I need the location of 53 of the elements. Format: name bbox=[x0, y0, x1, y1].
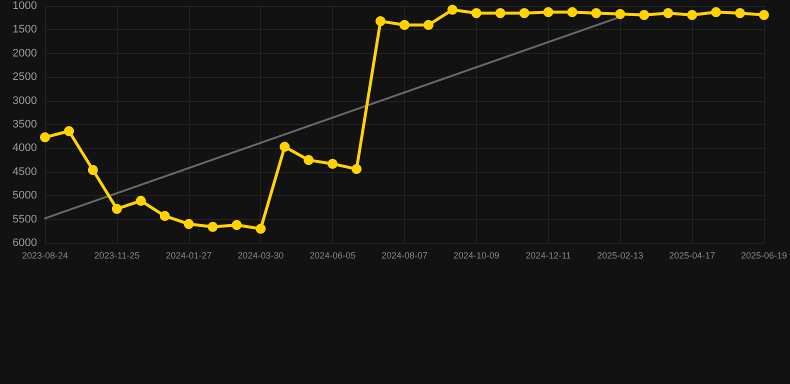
point bbox=[256, 224, 266, 234]
point bbox=[280, 142, 290, 152]
point bbox=[687, 10, 698, 20]
x-tick-label: 2025-02-13 bbox=[597, 250, 644, 260]
x-tick-label: 2024-01-27 bbox=[166, 250, 212, 260]
point bbox=[88, 165, 98, 175]
x-tick-label: 2024-03-30 bbox=[238, 250, 284, 260]
point bbox=[591, 8, 602, 18]
x-tick-label: 2025-06-19 bbox=[740, 250, 788, 260]
point bbox=[64, 126, 74, 136]
y-tick-label: 2500 bbox=[12, 71, 37, 84]
point bbox=[663, 8, 674, 18]
point bbox=[735, 8, 746, 18]
y-tick-label: 3500 bbox=[12, 118, 37, 130]
point bbox=[758, 10, 769, 20]
point bbox=[543, 7, 554, 18]
x-tick-label: 2023-08-24 bbox=[22, 250, 68, 260]
y-tick-label: 1000 bbox=[12, 0, 37, 12]
x-tick-label: 2024-06-05 bbox=[310, 250, 356, 260]
point bbox=[40, 132, 50, 142]
point bbox=[112, 204, 122, 214]
point bbox=[376, 16, 386, 26]
point bbox=[304, 155, 314, 166]
x-tick-label: 2025-04-17 bbox=[669, 250, 716, 260]
point bbox=[447, 4, 458, 15]
y-tick-label: 2000 bbox=[12, 47, 37, 60]
y-tick-label: 5000 bbox=[12, 190, 37, 202]
point bbox=[471, 8, 482, 18]
point bbox=[711, 7, 722, 18]
point bbox=[136, 196, 146, 206]
point bbox=[184, 219, 194, 230]
point bbox=[423, 20, 434, 30]
y-tick-label: 4000 bbox=[12, 142, 37, 154]
x-tick-label: 2024-12-11 bbox=[526, 250, 571, 260]
point bbox=[639, 10, 650, 20]
point bbox=[352, 164, 362, 174]
y-tick-label: 4500 bbox=[12, 166, 37, 178]
point bbox=[160, 210, 170, 221]
x-tick-label: 2024-08-07 bbox=[381, 250, 428, 260]
y-tick-label: 5500 bbox=[12, 213, 37, 226]
point bbox=[567, 7, 578, 18]
point bbox=[328, 158, 338, 169]
point bbox=[519, 8, 530, 18]
point bbox=[495, 8, 506, 18]
point bbox=[208, 222, 218, 232]
y-tick-label: 3000 bbox=[12, 94, 37, 107]
point bbox=[615, 9, 626, 20]
point bbox=[400, 20, 410, 30]
x-tick-label: 2023-11-25 bbox=[94, 250, 140, 260]
y-tick-label: 1500 bbox=[12, 24, 37, 36]
y-tick-label: 6000 bbox=[12, 237, 37, 249]
x-tick-label: 2024-10-09 bbox=[453, 250, 500, 260]
point bbox=[232, 220, 242, 230]
